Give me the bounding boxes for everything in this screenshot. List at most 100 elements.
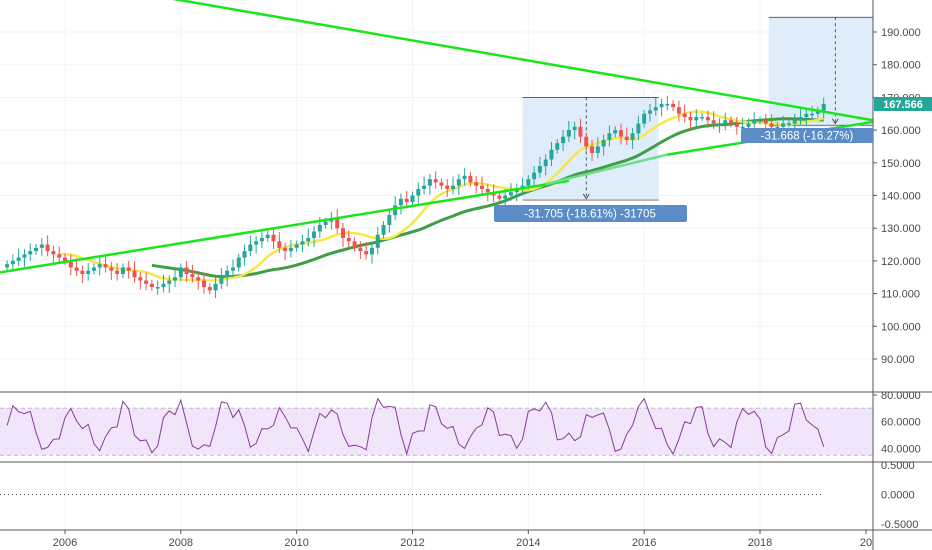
candle-body [207,287,212,291]
candle-body [51,251,56,255]
candle-body [103,264,108,268]
candle-body [68,260,73,268]
candle-body [126,267,131,271]
price-tick-label: 160.000 [881,125,921,137]
candle-body [97,264,102,268]
trendline-ascending-1[interactable] [0,179,570,274]
candle-body [653,107,658,111]
measure-box-right[interactable] [768,17,873,127]
candle-body [798,117,803,121]
candle-body [352,241,357,248]
candle-body [427,179,432,186]
candle-body [769,123,774,127]
candle-body [775,126,780,129]
candle-body [445,185,450,189]
candle-body [381,224,386,235]
rsi-tick-label: 40.0000 [881,444,921,456]
measure-label-right-text: -31.668 (-16.27%) [761,131,854,143]
candle-body [230,267,235,271]
candle-body [317,224,322,232]
candle-body [468,175,473,183]
candle-body [288,247,293,252]
last-price-tag: 167.566 [874,97,932,111]
time-tick-label: 2006 [53,537,77,549]
candle-body [57,254,62,258]
candle-body [173,277,178,281]
candle-body [705,117,710,121]
time-tick-label: 2010 [284,537,308,549]
candle-body [781,123,786,127]
candle-body [480,185,484,189]
candle-body [659,103,664,108]
candle-body [219,277,224,284]
candle-body [729,120,734,124]
candle-body [364,251,369,255]
candle-body [155,287,160,289]
candle-body [190,273,195,278]
price-tick-label: 100.000 [881,321,921,333]
candle-body [213,283,218,291]
candle-body [22,254,27,258]
candle-body [91,267,96,271]
candle-body [700,117,705,119]
candle-body [561,136,566,144]
candle-body [404,198,409,203]
osc-tick-label: 0.5000 [881,460,915,472]
candle-body [711,120,716,124]
candle-body [358,247,363,252]
candle-body [584,136,589,147]
candle-body [149,283,154,288]
candle-body [248,244,253,252]
price-tick-label: 80.0000 [881,390,921,402]
candle-body [630,133,635,140]
time-tick-label: 2018 [748,537,772,549]
rsi-line [6,397,825,456]
candle-body [514,188,519,193]
measure-label-left[interactable]: -31.705 (-18.61%) -31705 [494,205,687,222]
candle-body [746,123,751,127]
candle-body [346,238,351,242]
candle-body [752,120,757,124]
measure-label-right[interactable]: -31.668 (-16.27%) [741,128,873,143]
candle-body [763,120,768,124]
candle-body [416,188,421,196]
candle-body [410,195,415,203]
trendline-descending[interactable] [24,0,874,122]
candle-body [387,215,392,225]
candlestick-series [5,96,826,299]
measure-arrowhead-left [582,193,590,200]
candle-body [590,146,595,153]
candle-body [132,270,137,278]
candle-body [555,143,560,150]
price-tick-label: 150.000 [881,158,921,170]
candle-body [688,117,693,121]
candle-body [259,238,264,242]
candle-body [74,267,79,271]
candle-body [45,244,50,252]
time-tick-label: 2012 [400,537,424,549]
candle-body [682,113,687,118]
candle-body [120,267,125,274]
time-tick-label: 20 [860,537,872,549]
rsi-tick-label: 60.0000 [881,417,921,429]
price-tick-label: 90.000 [881,354,915,366]
candle-body [821,103,826,111]
candle-body [16,257,21,261]
candle-body [115,270,120,274]
candle-body [312,231,317,239]
candle-body [815,110,820,114]
candle-body [497,195,502,199]
candle-body [537,166,542,173]
candle-body [167,280,172,284]
candle-body [161,283,166,288]
candle-body [503,195,508,199]
candle-body [433,179,438,183]
measure-tools[interactable] [522,16,873,201]
trendline-ascending-mid[interactable] [545,153,668,186]
candle-body [63,257,67,261]
time-tick-label: 2016 [632,537,656,549]
candle-body [86,270,91,274]
candle-body [300,241,305,245]
candle-body [28,251,33,255]
candle-body [39,244,44,248]
